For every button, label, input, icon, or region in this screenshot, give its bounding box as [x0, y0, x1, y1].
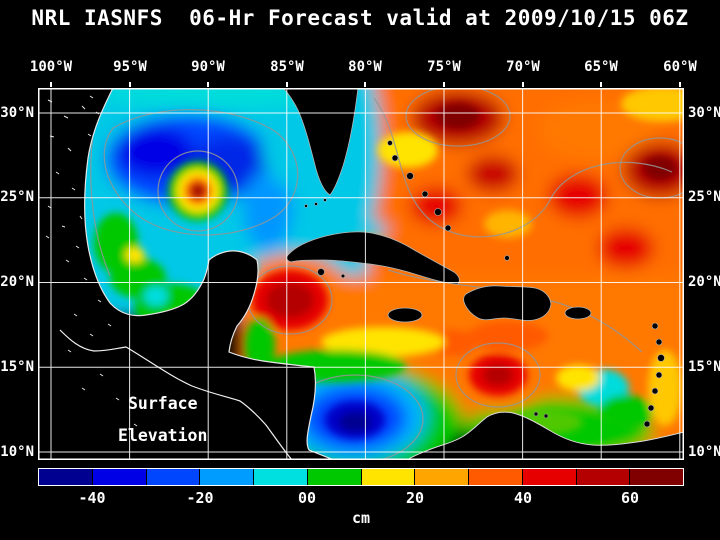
land-bahamas [340, 140, 510, 279]
lat-label-30n-left: 30°N [0, 105, 34, 121]
colorbar-segment [39, 469, 92, 485]
colorbar-tick-60: 60 [620, 489, 640, 507]
coastline-pacific [59, 329, 293, 460]
lon-label-60w: 60°W [663, 59, 697, 75]
axis-tick [207, 82, 209, 87]
colorbar-segment [630, 469, 683, 485]
land-cuba [285, 231, 460, 285]
lat-label-30n-right: 30°N [688, 105, 720, 121]
land-jamaica [387, 307, 423, 323]
lon-label-70w: 70°W [506, 59, 540, 75]
land-hispaniola [463, 285, 552, 321]
axis-tick [443, 82, 445, 87]
grid-lines [38, 88, 684, 460]
lat-label-15n-right: 15°N [688, 359, 720, 375]
lat-label-10n-right: 10°N [688, 444, 720, 460]
axis-tick [522, 82, 524, 87]
lon-label-95w: 95°W [113, 59, 147, 75]
colorbar-segment [254, 469, 307, 485]
lon-label-90w: 90°W [191, 59, 225, 75]
colorbar-segment [92, 469, 146, 485]
vector-marks [45, 95, 138, 427]
lon-label-75w: 75°W [427, 59, 461, 75]
colorbar-tick-00: 00 [297, 489, 317, 507]
lat-label-25n-right: 25°N [688, 189, 720, 205]
page-title: NRL IASNFS 06-Hr Forecast valid at 2009/… [31, 6, 689, 30]
colorbar-segment [200, 469, 253, 485]
land-lesser-antilles [533, 322, 665, 428]
axis-tick [600, 82, 602, 87]
lon-label-80w: 80°W [348, 59, 382, 75]
colorbar-segment [415, 469, 468, 485]
colorbar-segment [522, 469, 576, 485]
overlay-label-surface: Surface [128, 394, 198, 413]
land-south-america [406, 411, 684, 460]
lat-label-15n-left: 15°N [0, 359, 34, 375]
colorbar-tick--20: -20 [186, 489, 214, 507]
land-florida-keys [304, 198, 327, 208]
colorbar-unit: cm [351, 509, 371, 527]
axis-tick [286, 82, 288, 87]
land-isle-of-youth [317, 268, 325, 276]
lat-label-10n-left: 10°N [0, 444, 34, 460]
axis-tick [364, 82, 366, 87]
forecast-map: Surface Elevation [38, 88, 684, 460]
colorbar-segment [576, 469, 630, 485]
colorbar-segment [146, 469, 200, 485]
lon-label-100w: 100°W [29, 59, 73, 75]
axis-tick [50, 82, 52, 87]
overlay-label-elevation: Elevation [118, 426, 207, 445]
colorbar-tick-40: 40 [513, 489, 533, 507]
colorbar-segment [469, 469, 522, 485]
land-florida [282, 88, 359, 196]
colorbar-segment [361, 469, 415, 485]
land-puerto-rico [564, 306, 592, 320]
colorbar-segment [307, 469, 361, 485]
colorbar-tick-20: 20 [405, 489, 425, 507]
lat-label-25n-left: 25°N [0, 189, 34, 205]
axis-tick [129, 82, 131, 87]
axis-tick [679, 82, 681, 87]
colorbar [38, 468, 684, 486]
lat-label-20n-left: 20°N [0, 274, 34, 290]
map-frame [38, 88, 684, 460]
lat-label-20n-right: 20°N [688, 274, 720, 290]
lon-label-85w: 85°W [270, 59, 304, 75]
colorbar-tick--40: -40 [78, 489, 106, 507]
lon-label-65w: 65°W [584, 59, 618, 75]
